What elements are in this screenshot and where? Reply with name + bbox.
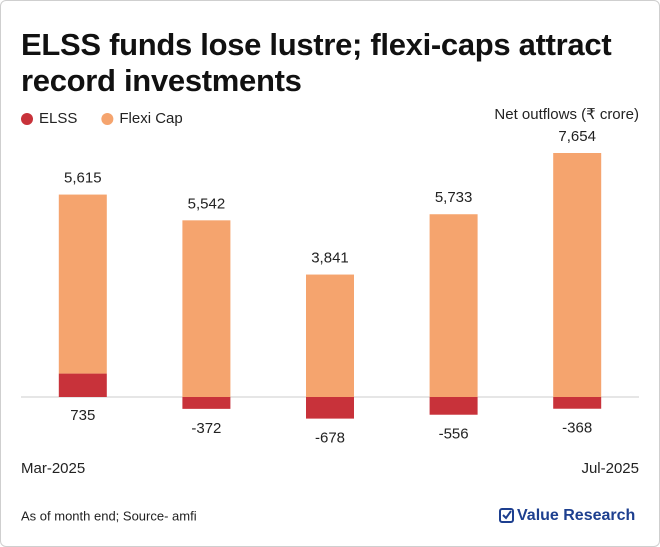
value-label: -372 <box>191 420 221 437</box>
x-tick-label: Mar-2025 <box>21 460 85 477</box>
bar <box>58 194 107 374</box>
legend-swatch <box>101 113 114 125</box>
value-label: -678 <box>315 430 345 447</box>
annotation: Net outflows (₹ crore) <box>494 106 639 123</box>
legend-label: Flexi Cap <box>119 110 182 127</box>
value-label: -368 <box>562 420 592 437</box>
value-label: -556 <box>439 426 469 443</box>
bar <box>553 397 602 409</box>
bar <box>58 373 107 397</box>
value-label: 5,733 <box>435 189 473 206</box>
value-label: 7,654 <box>558 128 596 145</box>
value-label: 5,615 <box>64 170 102 187</box>
brand: Value Research <box>517 507 635 524</box>
value-label: 5,542 <box>188 195 226 212</box>
bar <box>306 274 354 397</box>
bar <box>182 220 231 397</box>
bar <box>182 397 231 409</box>
brand-icon <box>499 508 514 523</box>
bar <box>429 397 478 415</box>
value-label: 3,841 <box>311 250 349 267</box>
legend-label: ELSS <box>39 110 77 127</box>
legend-swatch <box>21 113 33 125</box>
bar <box>553 153 602 397</box>
x-tick-label: Jul-2025 <box>581 460 639 477</box>
value-label: 735 <box>70 407 95 424</box>
brand-check <box>502 510 512 520</box>
bar <box>306 397 354 419</box>
footnote: As of month end; Source- amfi <box>21 508 197 523</box>
chart-title: ELSS funds lose lustre; flexi-caps attra… <box>21 27 612 98</box>
bar <box>429 214 478 397</box>
